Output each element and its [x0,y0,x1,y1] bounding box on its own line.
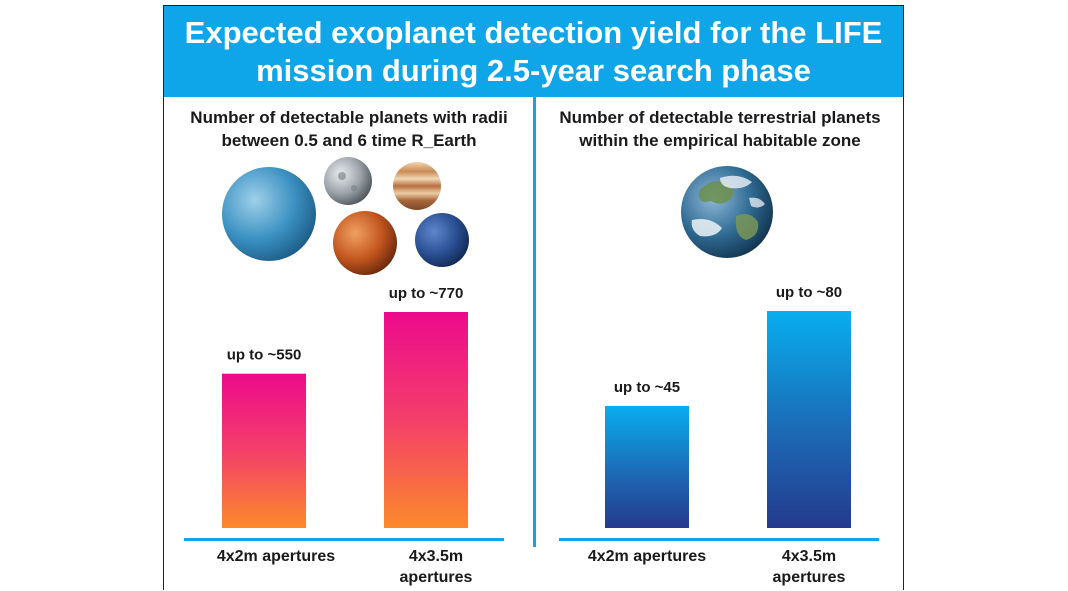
right-category-label-1: 4x2m apertures [587,546,707,567]
left-category-label-1: 4x2m apertures [216,546,336,567]
left-bars: up to ~550 up to ~770 [222,285,468,528]
planets-cluster-icon [222,157,469,275]
left-bar-1 [222,374,306,528]
right-bar-1 [605,406,689,528]
earth-globe-icon [681,166,773,258]
right-category-label-2: 4x3.5m apertures [749,546,869,588]
infographic-card: Expected exoplanet detection yield for t… [163,5,904,590]
mars-icon [333,211,397,275]
left-bar-2 [384,312,468,528]
charts-svg: up to ~550 up to ~770 up to ~45 up to ~80 [164,6,905,591]
right-bars: up to ~45 up to ~80 [605,284,851,528]
right-bar-label-2: up to ~80 [776,284,842,301]
left-category-label-2: 4x3.5m apertures [376,546,496,588]
left-bar-label-1: up to ~550 [227,347,302,364]
right-bar-2 [767,311,851,528]
jupiter-icon [393,162,441,210]
neptune-icon [222,167,316,261]
moon-icon [324,157,372,205]
right-bar-label-1: up to ~45 [614,379,680,396]
ice-giant-icon [415,213,469,267]
left-bar-label-2: up to ~770 [389,285,464,302]
